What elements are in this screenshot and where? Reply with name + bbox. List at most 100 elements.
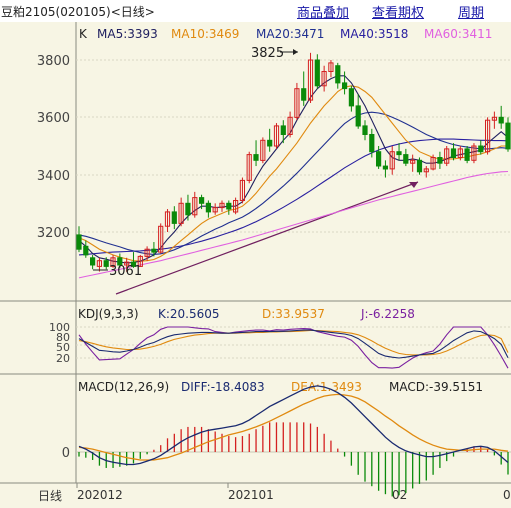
kdj-k-line bbox=[78, 329, 509, 359]
dif-line bbox=[78, 385, 509, 466]
candle-up bbox=[430, 157, 436, 170]
ma20-line bbox=[78, 111, 509, 255]
candle-down bbox=[205, 202, 212, 213]
x-axis-label: 202012 bbox=[77, 488, 123, 502]
price-gridlines bbox=[76, 59, 511, 233]
kdj-j-line bbox=[78, 326, 509, 369]
candle-down bbox=[103, 260, 109, 267]
candle-up bbox=[485, 119, 491, 153]
candle-down bbox=[130, 261, 137, 267]
candle-down bbox=[396, 151, 402, 156]
candle-down bbox=[117, 257, 123, 266]
candle-down bbox=[90, 257, 96, 266]
candle-up bbox=[233, 200, 239, 213]
stock-chart-svg[interactable]: 3800 3600 3400 3200 100 80 50 20 0 K MA5… bbox=[0, 22, 511, 504]
candle-up bbox=[307, 59, 314, 101]
candle-up bbox=[471, 145, 477, 161]
candle-up bbox=[260, 139, 266, 161]
candle-down bbox=[478, 145, 484, 153]
kdj-name-legend: KDJ(9,3,3) bbox=[78, 307, 139, 321]
kdj-tick-label: 50 bbox=[56, 341, 70, 354]
candle-down bbox=[505, 122, 511, 150]
kdj-gridlines bbox=[76, 326, 511, 359]
moving-average-lines bbox=[78, 75, 509, 279]
candle-down bbox=[369, 134, 375, 153]
candle-down bbox=[362, 125, 368, 136]
candle-down bbox=[151, 248, 157, 253]
candle-down bbox=[437, 157, 443, 164]
candle-down bbox=[253, 154, 259, 161]
candle-down bbox=[83, 245, 89, 256]
ma10-legend: MA10:3469 bbox=[171, 27, 239, 41]
ma20-legend: MA20:3471 bbox=[256, 27, 324, 41]
candle-down bbox=[314, 59, 320, 87]
candle-down bbox=[185, 202, 191, 216]
candle-up bbox=[212, 207, 218, 213]
candle-up bbox=[457, 148, 463, 158]
kdj-d-legend: D:33.9537 bbox=[262, 307, 325, 321]
candle-up bbox=[164, 211, 171, 227]
candle-down bbox=[301, 88, 307, 101]
trend-line-annotation bbox=[115, 181, 419, 295]
ma5-legend: MA5:3393 bbox=[97, 27, 158, 41]
candle-up bbox=[110, 257, 116, 267]
ma60-line bbox=[78, 170, 509, 279]
overlay-commodity-link[interactable]: 商品叠加 bbox=[297, 6, 350, 21]
candle-up bbox=[144, 248, 150, 257]
dea-line bbox=[78, 393, 509, 461]
kdj-tick-label: 100 bbox=[49, 321, 70, 334]
candle-up bbox=[423, 168, 429, 173]
candle-down bbox=[382, 165, 388, 170]
kdj-k-legend: K:20.5605 bbox=[158, 307, 220, 321]
view-options-link[interactable]: 查看期权 bbox=[372, 6, 425, 21]
candle-up bbox=[321, 71, 327, 87]
candlesticks bbox=[76, 52, 511, 272]
chart-area[interactable]: 3800 3600 3400 3200 100 80 50 20 0 K MA5… bbox=[0, 22, 511, 504]
candle-down bbox=[464, 148, 470, 161]
kdj-tick-label: 80 bbox=[56, 331, 70, 344]
candle-legend: K bbox=[79, 27, 88, 41]
candle-down bbox=[335, 65, 341, 84]
candle-down bbox=[498, 116, 504, 124]
high-marker-label: 3825 bbox=[251, 46, 284, 61]
candle-up bbox=[219, 202, 225, 209]
candle-up bbox=[178, 202, 184, 224]
kdj-d-line bbox=[78, 329, 509, 356]
kdj-j-legend: J:-6.2258 bbox=[360, 307, 415, 321]
candle-down bbox=[267, 139, 273, 147]
candle-up bbox=[287, 116, 293, 136]
price-tick-label: 3400 bbox=[37, 169, 70, 184]
ma5-line bbox=[78, 75, 509, 264]
low-marker: 3061 bbox=[93, 264, 142, 279]
x-axis-label: 0 bbox=[503, 488, 511, 502]
candle-down bbox=[355, 105, 361, 127]
macd-histogram bbox=[78, 422, 509, 497]
price-tick-label: 3800 bbox=[37, 54, 70, 69]
ma40-legend: MA40:3518 bbox=[340, 27, 408, 41]
kdj-tick-label: 20 bbox=[56, 352, 70, 365]
macd-tick-label: 0 bbox=[62, 446, 70, 461]
candle-down bbox=[342, 82, 348, 90]
price-tick-label: 3600 bbox=[37, 111, 70, 126]
candle-up bbox=[124, 261, 130, 266]
candle-up bbox=[246, 154, 252, 181]
candle-down bbox=[226, 202, 232, 210]
x-axis-period-label: 日线 bbox=[38, 489, 62, 503]
candle-up bbox=[491, 116, 497, 121]
candle-down bbox=[348, 88, 354, 107]
price-tick-label: 3200 bbox=[37, 226, 70, 241]
header-bar: 豆粕2105(020105)<日线> 商品叠加 查看期权 周期 bbox=[0, 0, 511, 22]
period-link[interactable]: 周期 bbox=[458, 6, 485, 21]
candle-up bbox=[389, 151, 395, 170]
candle-up bbox=[96, 260, 103, 267]
candle-down bbox=[280, 125, 286, 136]
candle-down bbox=[76, 234, 82, 250]
candle-down bbox=[171, 211, 177, 224]
candle-down bbox=[403, 154, 409, 164]
candle-up bbox=[137, 255, 143, 267]
high-marker: 3825 bbox=[251, 46, 298, 61]
macd-dea-legend: DEA:1.3493 bbox=[291, 380, 362, 394]
candle-up bbox=[444, 148, 450, 164]
candle-up bbox=[273, 125, 280, 147]
candle-down bbox=[450, 148, 457, 158]
